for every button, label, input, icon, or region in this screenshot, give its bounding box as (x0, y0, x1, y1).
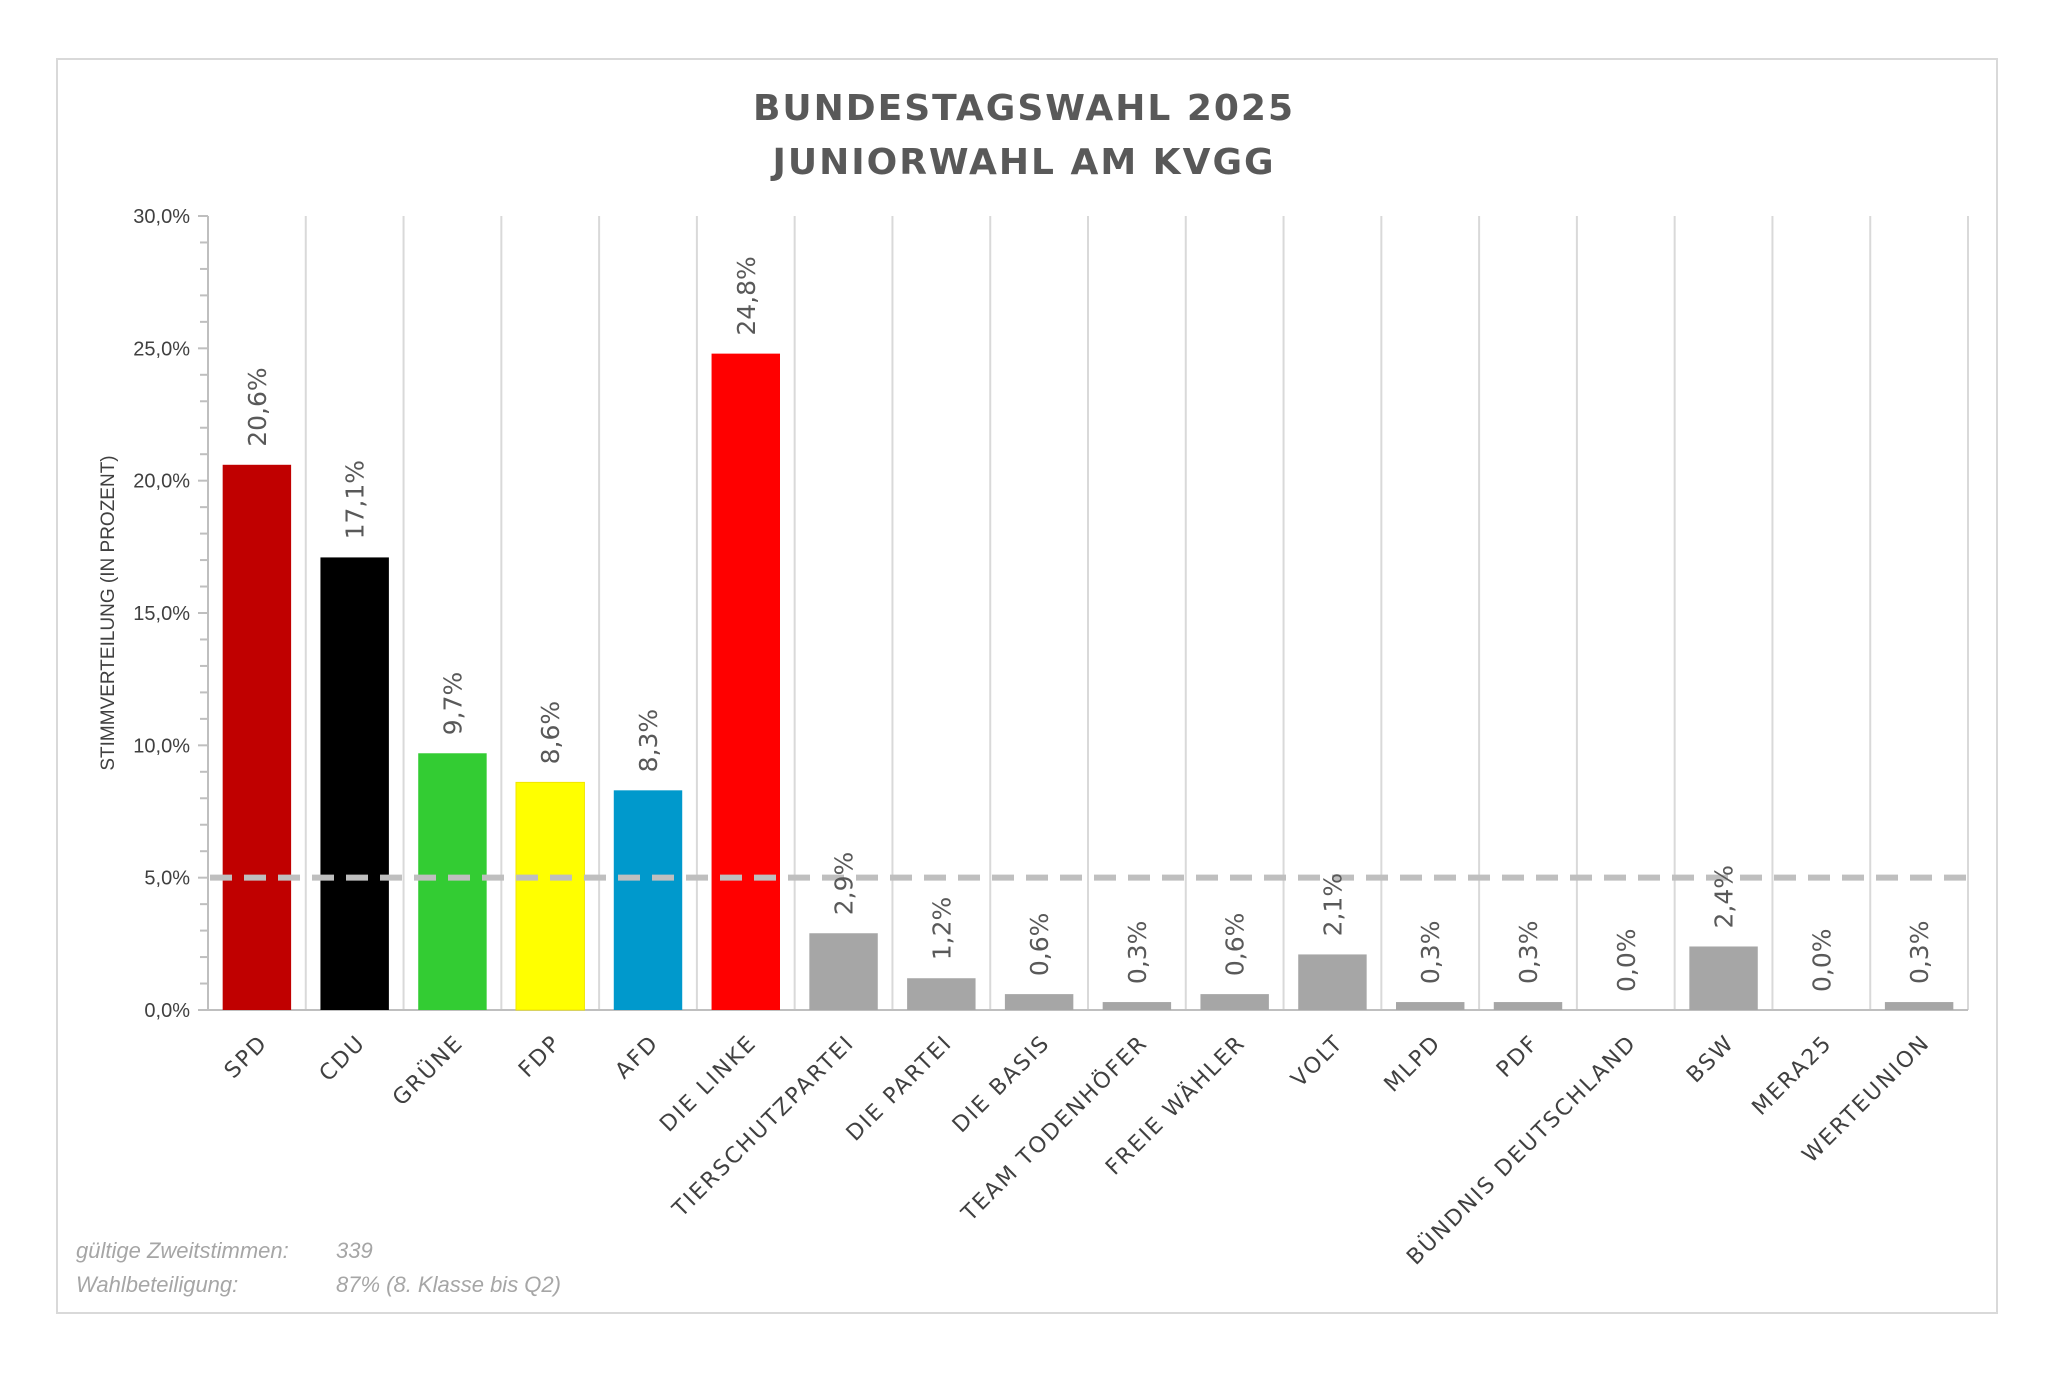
y-tick-label: 10,0% (133, 735, 190, 757)
turnout-value: 87% (8. Klasse bis Q2) (336, 1272, 561, 1297)
value-label: 0,6% (1221, 913, 1250, 977)
y-tick-label: 20,0% (133, 471, 190, 493)
category-label: DIE BASIS (948, 1031, 1055, 1138)
category-label: BSW (1682, 1031, 1740, 1089)
category-label: MERA25 (1748, 1031, 1838, 1121)
valid-votes-value: 339 (336, 1238, 373, 1263)
value-label: 24,8% (732, 256, 761, 335)
value-label: 0,3% (1123, 921, 1152, 985)
bar (418, 753, 487, 1010)
value-label: 2,1% (1318, 873, 1347, 937)
value-label: 2,4% (1710, 865, 1739, 929)
chart-subtitle: JUNIORWAHL AM KVGG (772, 142, 1276, 183)
category-label: CDU (315, 1031, 371, 1087)
bar (1200, 994, 1269, 1010)
y-axis-label: STIMMVERTEILUNG (IN PROZENT) (98, 455, 119, 770)
category-label: DIE LINKE (655, 1031, 762, 1138)
category-label: AFD (611, 1031, 664, 1084)
footnotes: gültige Zweitstimmen: 339 Wahlbeteiligung… (76, 1234, 561, 1302)
value-label: 2,9% (830, 852, 859, 916)
y-tick-label: 30,0% (133, 206, 190, 228)
bar (320, 557, 389, 1010)
value-label: 8,3% (634, 709, 663, 773)
bar (515, 781, 585, 1011)
bar (222, 464, 292, 1011)
category-label: VOLT (1287, 1031, 1349, 1093)
category-label: TIERSCHUTZPARTEI (667, 1031, 859, 1223)
chart-frame (56, 58, 1998, 1314)
value-label: 1,2% (927, 897, 956, 961)
bar (1102, 1002, 1172, 1010)
turnout-note: Wahlbeteiligung: 87% (8. Klasse bis Q2) (76, 1268, 561, 1302)
bar (1884, 1002, 1954, 1010)
y-tick-label: 15,0% (133, 603, 190, 625)
y-tick-label: 0,0% (144, 1000, 190, 1022)
category-label: PDF (1492, 1031, 1544, 1083)
value-label: 17,1% (341, 460, 370, 539)
value-label: 0,3% (1905, 921, 1934, 985)
category-label: MLPD (1380, 1031, 1447, 1098)
bar (1396, 1002, 1465, 1010)
value-label: 20,6% (243, 367, 272, 446)
bar (907, 978, 976, 1010)
bar (1689, 946, 1758, 1010)
chart-title-block: BUNDESTAGSWAHL 2025 JUNIORWAHL AM KVGG (0, 82, 2048, 190)
category-label: SPD (220, 1031, 273, 1084)
value-label: 8,6% (536, 701, 565, 765)
value-label: 0,6% (1025, 913, 1054, 977)
category-label: GRÜNE (388, 1030, 469, 1111)
value-label: 0,0% (1612, 928, 1641, 992)
chart-title: BUNDESTAGSWAHL 2025 (752, 88, 1296, 129)
bar (1493, 1002, 1563, 1010)
bar (711, 353, 780, 1010)
valid-votes-label: gültige Zweitstimmen: (76, 1238, 289, 1263)
bar (1004, 994, 1074, 1010)
value-label: 0,0% (1807, 928, 1836, 992)
bar-layer (222, 353, 1954, 1011)
bar (809, 933, 878, 1010)
category-label: TEAM TODENHÖFER (956, 1030, 1153, 1227)
value-label: 0,3% (1416, 921, 1445, 985)
bar (613, 790, 683, 1010)
turnout-label: Wahlbeteiligung: (76, 1272, 239, 1297)
value-label: 9,7% (438, 672, 467, 736)
valid-votes-note: gültige Zweitstimmen: 339 (76, 1234, 561, 1268)
category-label: FDP (514, 1031, 566, 1083)
y-tick-label: 25,0% (133, 338, 190, 360)
value-label: 0,3% (1514, 921, 1543, 985)
bar (1298, 954, 1367, 1010)
y-tick-label: 5,0% (144, 868, 190, 890)
